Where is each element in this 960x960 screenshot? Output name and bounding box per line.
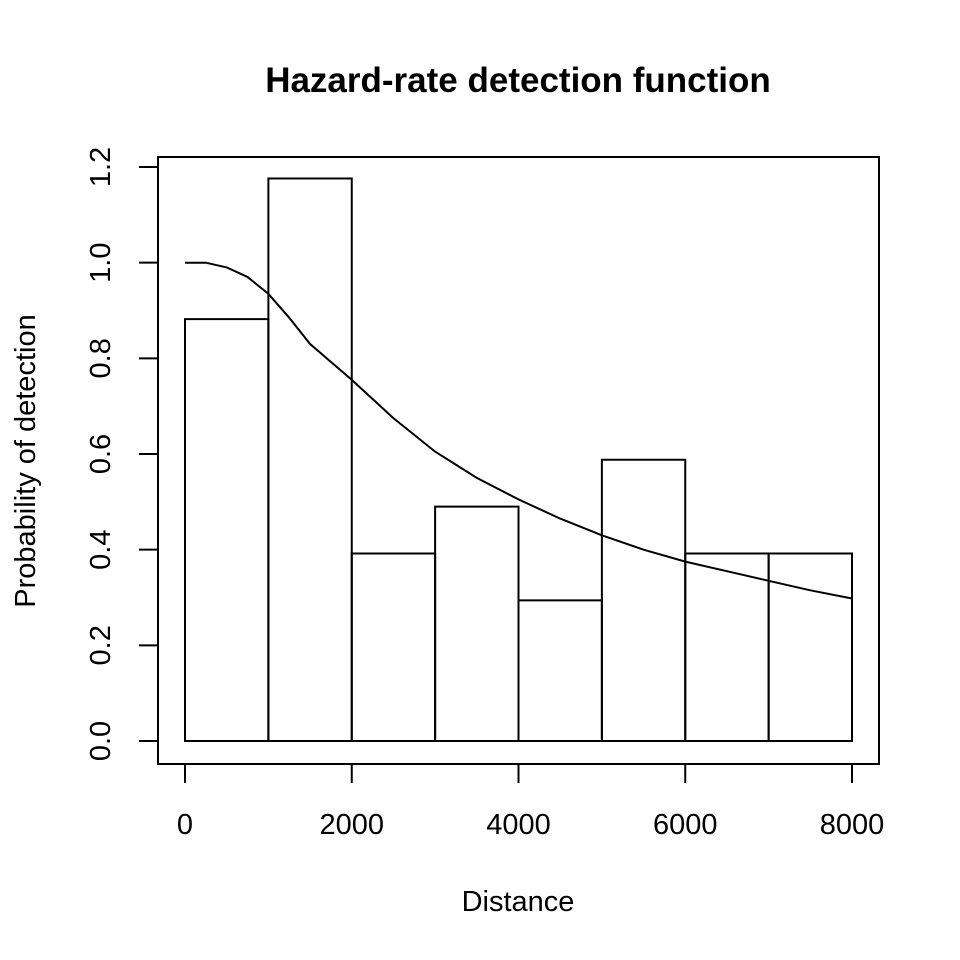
y-tick-label: 0.6 — [85, 434, 117, 474]
histogram-bars — [184, 177, 853, 743]
y-tick-label: 0.0 — [85, 721, 117, 761]
histogram-bar — [184, 318, 270, 742]
histogram-bar — [267, 177, 353, 743]
histogram-bar — [517, 599, 603, 742]
y-axis: 0.0 0.2 0.4 0.6 0.8 1.0 1.2 — [85, 147, 159, 761]
y-axis-label: Probability of detection — [10, 314, 42, 607]
histogram-bar — [350, 552, 437, 743]
y-tick-label: 1.2 — [85, 147, 117, 187]
histogram-bar — [767, 552, 853, 743]
x-axis: 0 2000 4000 6000 8000 — [177, 763, 885, 841]
y-tick-label: 0.2 — [85, 625, 117, 665]
x-tick-label: 2000 — [319, 809, 384, 841]
x-tick-label: 8000 — [820, 809, 885, 841]
y-tick-label: 0.8 — [85, 338, 117, 378]
x-axis-label: Distance — [462, 886, 575, 918]
x-tick-label: 0 — [177, 809, 193, 841]
histogram-bar — [684, 552, 770, 743]
x-tick-label: 6000 — [653, 809, 718, 841]
chart-title: Hazard-rate detection function — [265, 61, 771, 100]
x-tick-label: 4000 — [486, 809, 551, 841]
y-tick-label: 1.0 — [85, 243, 117, 283]
y-tick-label: 0.4 — [85, 530, 117, 570]
histogram-bar — [600, 458, 687, 742]
detection-curve — [185, 261, 853, 600]
histogram-bar — [434, 505, 520, 742]
